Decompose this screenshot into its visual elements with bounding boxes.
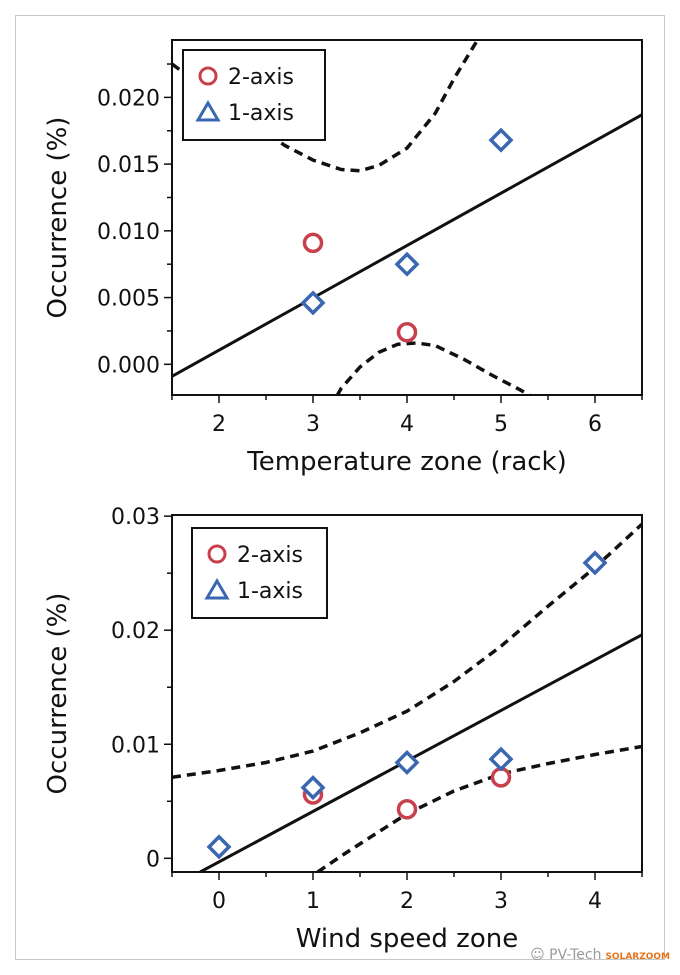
plot-area xyxy=(172,522,642,872)
y-tick-label: 0.02 xyxy=(111,619,160,644)
fit-line xyxy=(172,113,642,378)
y-tick-label: 0.03 xyxy=(111,505,160,530)
legend-label: 1-axis xyxy=(228,101,294,126)
data-point-1-axis xyxy=(394,750,420,775)
legend-triangle-icon xyxy=(195,100,221,122)
x-tick-label: 4 xyxy=(588,889,602,914)
data-point-1-axis xyxy=(488,127,514,153)
legend-triangle-icon xyxy=(204,578,230,600)
data-point-1-axis xyxy=(582,550,608,576)
data-point-1-axis xyxy=(488,746,514,772)
x-tick-label: 2 xyxy=(212,412,226,437)
legend-label: 2-axis xyxy=(237,543,303,568)
legend: 2-axis 1-axis xyxy=(182,49,326,141)
watermark-brand: SOLARZOOM xyxy=(605,952,670,962)
chart-panel-2: 0 0.01 0.02 0.03 0 1 2 3 4 Wind speed zone Occurre… xyxy=(43,505,643,954)
confidence-band-upper xyxy=(172,522,642,780)
legend-label: 2-axis xyxy=(228,65,294,90)
x-tick-label: 4 xyxy=(400,412,414,437)
figure-frame xyxy=(15,15,665,960)
confidence-band-lower xyxy=(316,744,642,872)
y-tick-label: 0.000 xyxy=(97,353,160,378)
data-point-2-axis xyxy=(396,799,418,820)
data-point-2-axis xyxy=(302,232,324,254)
fit-line xyxy=(199,633,642,872)
chart-panel-1: 0.000 0.005 0.010 0.015 0.020 2 3 4 5 6 Temperatur… xyxy=(43,39,643,477)
x-tick-label: 2 xyxy=(400,889,414,914)
y-tick-label: 0.010 xyxy=(97,220,160,245)
data-point-2-axis xyxy=(396,322,418,343)
x-tick-label: 1 xyxy=(306,889,320,914)
confidence-band-upper xyxy=(172,40,479,173)
x-tick-label: 6 xyxy=(588,412,602,437)
legend: 2-axis 1-axis xyxy=(191,527,328,619)
x-tick-label: 3 xyxy=(306,412,320,437)
legend-box xyxy=(191,527,328,619)
y-axis-title: Occurrence (%) xyxy=(43,593,73,795)
confidence-band-lower xyxy=(335,341,533,395)
y-tick-label: 0.005 xyxy=(97,287,160,312)
data-point-1-axis xyxy=(300,775,326,801)
legend-label: 1-axis xyxy=(237,579,303,604)
x-tick-label: 0 xyxy=(212,889,226,914)
data-point-1-axis xyxy=(394,251,420,277)
plot-area xyxy=(172,40,642,395)
y-tick-label: 0.020 xyxy=(97,86,160,111)
legend-circle-icon xyxy=(207,544,227,564)
y-tick-label: 0.015 xyxy=(97,153,160,178)
watermark-text: PV-Tech xyxy=(549,947,602,963)
data-point-1-axis xyxy=(206,834,232,860)
y-tick-label: 0.01 xyxy=(111,733,160,758)
y-tick-label: 0 xyxy=(146,847,160,872)
x-axis-title: Temperature zone (rack) xyxy=(246,447,567,477)
legend-box xyxy=(182,49,326,141)
x-tick-label: 3 xyxy=(494,889,508,914)
x-tick-label: 5 xyxy=(494,412,508,437)
x-axis-title: Wind speed zone xyxy=(296,924,518,954)
legend-circle-icon xyxy=(198,66,218,86)
y-axis-title: Occurrence (%) xyxy=(43,117,73,319)
data-point-1-axis xyxy=(300,290,326,316)
watermark-icon: ☺ xyxy=(530,947,545,963)
watermark: ☺ PV-Tech SOLARZOOM xyxy=(530,947,670,963)
